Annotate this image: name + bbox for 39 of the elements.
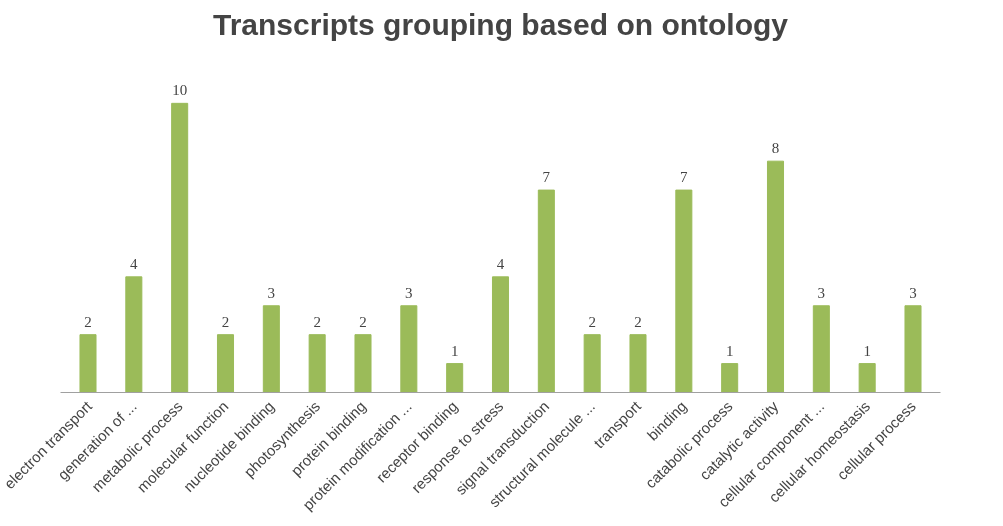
bar [812, 305, 830, 393]
data-label: 4 [496, 255, 505, 272]
data-label: 2 [221, 313, 230, 330]
bar [400, 305, 418, 393]
data-label: 2 [359, 313, 367, 330]
bar [171, 102, 189, 393]
bar [537, 189, 555, 393]
bar [675, 189, 693, 393]
bar [858, 363, 876, 393]
bar [216, 334, 235, 393]
bar [721, 363, 739, 393]
data-label: 3 [267, 284, 276, 301]
bar [583, 334, 601, 393]
bar [79, 334, 97, 393]
chart-title: Transcripts grouping based on ontology [212, 7, 789, 41]
bar [629, 334, 647, 393]
bar [262, 305, 280, 393]
data-label: 3 [909, 284, 917, 301]
data-label: 2 [313, 313, 321, 330]
data-label: 10 [172, 82, 188, 99]
bar [308, 334, 326, 393]
bar [354, 334, 372, 393]
data-label: 2 [84, 313, 92, 330]
bar [446, 363, 464, 393]
data-label: 1 [725, 342, 734, 359]
data-label: 8 [771, 140, 780, 157]
bar [125, 276, 143, 393]
data-label: 1 [863, 342, 871, 359]
data-label: 1 [450, 342, 459, 359]
bar [766, 160, 785, 393]
data-label: 2 [588, 313, 596, 330]
data-label: 2 [634, 313, 642, 330]
data-label: 4 [130, 255, 139, 272]
data-label: 3 [405, 284, 413, 301]
data-label: 3 [817, 284, 826, 301]
data-label: 7 [680, 169, 689, 186]
bar [491, 276, 510, 393]
bar [904, 305, 922, 393]
data-label: 7 [542, 169, 551, 186]
